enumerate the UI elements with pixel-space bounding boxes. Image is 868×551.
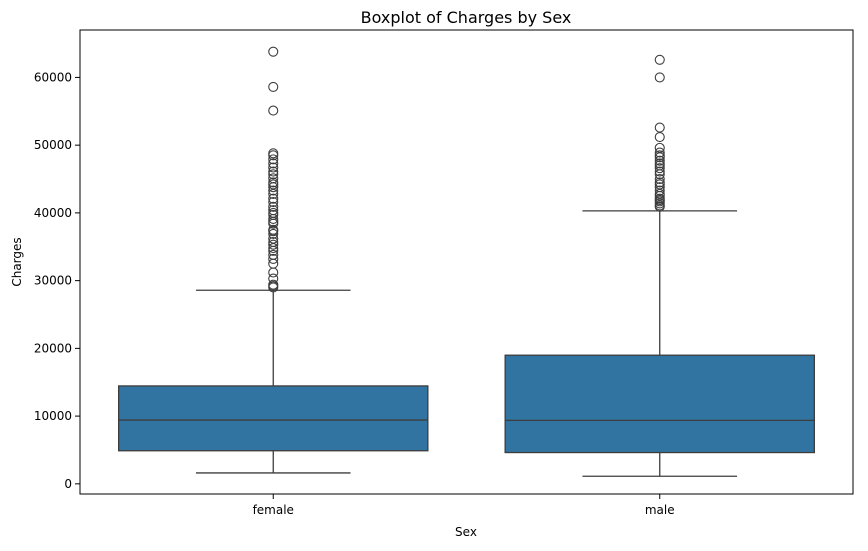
iqr-box — [504, 354, 816, 454]
outlier-point — [268, 273, 279, 284]
outlier-point — [654, 158, 665, 169]
outlier-point — [268, 46, 279, 57]
y-tick-label: 20000 — [34, 341, 72, 355]
outlier-point — [268, 158, 279, 169]
outlier-point — [654, 182, 665, 193]
y-tick-label: 60000 — [34, 70, 72, 84]
outlier-point — [268, 224, 279, 235]
outlier-point — [268, 81, 279, 92]
x-tick-label: female — [253, 503, 294, 517]
outlier-point — [654, 54, 665, 65]
y-tick-label: 40000 — [34, 206, 72, 220]
outlier-point — [654, 155, 665, 166]
outlier-point — [268, 193, 279, 204]
y-tick-label: 10000 — [34, 409, 72, 423]
outlier-point — [654, 173, 665, 185]
outlier-point — [654, 177, 665, 188]
outlier-point — [654, 193, 665, 204]
outlier-point — [654, 150, 665, 161]
outlier-point — [654, 166, 665, 177]
y-axis: 0 10000 20000 30000 40000 50000 60000 — [34, 70, 80, 491]
outlier-point — [268, 207, 279, 218]
outlier-point — [268, 253, 279, 265]
outlier-point — [268, 197, 279, 208]
boxes-group — [118, 46, 816, 477]
plot-frame — [79, 29, 854, 495]
outlier-point — [654, 142, 665, 153]
y-tick-label: 30000 — [34, 274, 72, 288]
outlier-point — [268, 228, 279, 239]
outlier-point — [268, 166, 279, 177]
outlier-point — [268, 249, 279, 260]
box-female — [118, 46, 429, 474]
box-male — [504, 54, 816, 477]
outlier-point — [654, 131, 665, 143]
outlier-point — [268, 201, 279, 212]
y-tick-label: 50000 — [34, 138, 72, 152]
outlier-point — [268, 148, 279, 159]
outlier-point — [654, 147, 665, 158]
outlier-point — [268, 279, 279, 290]
outlier-point — [654, 72, 665, 83]
y-tick-label: 0 — [64, 477, 72, 491]
chart-title: Boxplot of Charges by Sex — [361, 8, 572, 27]
outlier-point — [268, 173, 279, 184]
outlier-point — [268, 185, 279, 196]
x-axis: female male — [253, 494, 675, 517]
iqr-box — [118, 385, 429, 452]
outlier-point — [268, 169, 279, 180]
outlier-point — [268, 267, 279, 278]
outlier-point — [654, 185, 665, 196]
outlier-point — [268, 236, 279, 248]
outlier-point — [268, 239, 279, 250]
outlier-point — [268, 162, 279, 173]
y-axis-label: Charges — [10, 237, 24, 286]
x-tick-label: male — [645, 503, 675, 517]
outlier-point — [268, 105, 279, 116]
outlier-point — [268, 205, 279, 216]
x-axis-label: Sex — [455, 525, 477, 539]
outlier-point — [654, 122, 665, 133]
outlier-point — [268, 177, 279, 188]
outlier-point — [654, 163, 665, 174]
outlier-point — [268, 154, 279, 165]
